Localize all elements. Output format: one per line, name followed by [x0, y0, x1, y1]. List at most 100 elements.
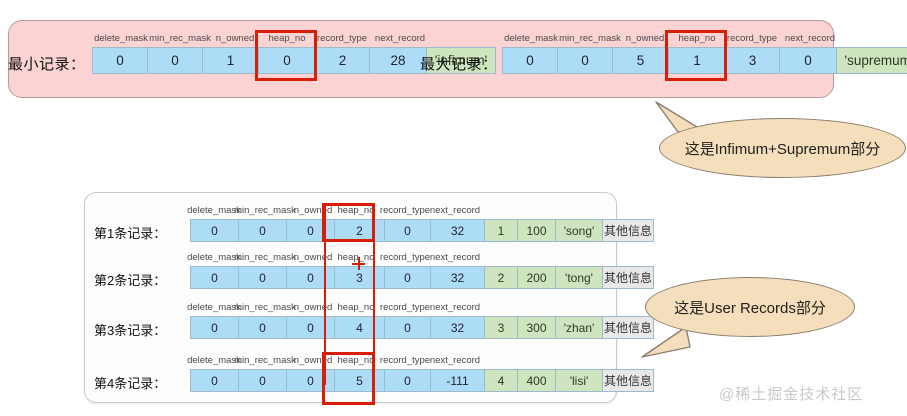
- header-delete-mask: delete_mask: [504, 33, 558, 44]
- header-min-rec-mask: min_rec_mask: [559, 33, 621, 44]
- cell-next-record: 32: [431, 220, 485, 241]
- header-heap-no: heap_no: [337, 302, 375, 313]
- record-1-label: 第1条记录：: [94, 226, 167, 241]
- header-next-record: next_record: [429, 252, 481, 263]
- header-heap-no: heap_no: [268, 33, 306, 44]
- cell-record-type: 0: [385, 317, 431, 338]
- cell-delete-mask: 0: [191, 370, 239, 391]
- header-heap-no: heap_no: [337, 205, 375, 216]
- cell-min-rec-mask: 0: [558, 48, 613, 73]
- header-heap-no: heap_no: [337, 252, 375, 263]
- cell-extra-info: 其他信息: [603, 220, 653, 241]
- header-min-rec-mask: min_rec_mask: [234, 355, 296, 366]
- cell-heap-no: 1: [669, 48, 726, 73]
- cell-delete-mask: 0: [503, 48, 558, 73]
- cell-record-type: 2: [316, 48, 370, 73]
- cell-col-1: 1: [485, 220, 518, 241]
- header-delete-mask: delete_mask: [94, 33, 148, 44]
- cell-n-owned: 5: [613, 48, 669, 73]
- cell-n-owned: 1: [203, 48, 259, 73]
- callout-user-records-text: 这是User Records部分: [674, 299, 826, 317]
- cell-col-1: 2: [485, 267, 518, 288]
- cell-min-rec-mask: 0: [239, 317, 287, 338]
- header-record-type: record_type: [379, 205, 431, 216]
- cell-n-owned: 0: [287, 220, 335, 241]
- cell-delete-mask: 0: [191, 267, 239, 288]
- cell-next-record: 32: [431, 317, 485, 338]
- header-n-owned: n_owned: [293, 355, 333, 366]
- header-next-record: next_record: [429, 302, 481, 313]
- cell-col-3: 'song': [556, 220, 603, 241]
- header-record-type: record_type: [726, 33, 778, 44]
- header-next-record: next_record: [429, 355, 481, 366]
- cell-col-2: 200: [518, 267, 556, 288]
- cell-extra-info: 其他信息: [603, 267, 653, 288]
- header-record-type: record_type: [379, 302, 431, 313]
- cell-delete-mask: 0: [191, 220, 239, 241]
- cell-col-3: 'zhan': [556, 317, 603, 338]
- header-n-owned: n_owned: [215, 33, 255, 44]
- cell-extra-info: 其他信息: [603, 370, 653, 391]
- record-4-label: 第4条记录：: [94, 376, 167, 391]
- header-next-record: next_record: [784, 33, 836, 44]
- cell-next-record: 0: [780, 48, 837, 73]
- header-delete-mask: delete_mask: [187, 355, 241, 366]
- record-2-cells: 0 0 0 3 0 32 2 200 'tong' 其他信息: [190, 266, 654, 289]
- header-delete-mask: delete_mask: [187, 252, 241, 263]
- cell-delete-mask: 0: [191, 317, 239, 338]
- cell-supremum-data: 'supremum': [837, 48, 907, 73]
- cell-heap-no: 5: [335, 370, 385, 391]
- header-delete-mask: delete_mask: [187, 205, 241, 216]
- header-min-rec-mask: min_rec_mask: [149, 33, 211, 44]
- record-4-cells: 0 0 0 5 0 -111 4 400 'lisi' 其他信息: [190, 369, 654, 392]
- header-heap-no: heap_no: [337, 355, 375, 366]
- callout-infimum-supremum: 这是Infimum+Supremum部分: [659, 118, 906, 178]
- cell-col-3: 'tong': [556, 267, 603, 288]
- header-delete-mask: delete_mask: [187, 302, 241, 313]
- cell-heap-no: 0: [259, 48, 316, 73]
- header-record-type: record_type: [379, 355, 431, 366]
- cell-extra-info: 其他信息: [603, 317, 653, 338]
- header-n-owned: n_owned: [293, 205, 333, 216]
- cell-col-2: 100: [518, 220, 556, 241]
- record-3-cells: 0 0 0 4 0 32 3 300 'zhan' 其他信息: [190, 316, 654, 339]
- cell-record-type: 0: [385, 370, 431, 391]
- cell-infimum-data: 'infimum': [427, 48, 495, 73]
- cell-min-rec-mask: 0: [239, 267, 287, 288]
- min-record-label: 最小记录：: [8, 56, 86, 73]
- cell-col-1: 3: [485, 317, 518, 338]
- cell-heap-no: 3: [335, 267, 385, 288]
- header-next-record: next_record: [429, 205, 481, 216]
- max-record-cells: 0 0 5 1 3 0 'supremum': [502, 47, 907, 74]
- cell-min-rec-mask: 0: [239, 370, 287, 391]
- cell-n-owned: 0: [287, 317, 335, 338]
- header-heap-no: heap_no: [678, 33, 716, 44]
- cell-col-2: 400: [518, 370, 556, 391]
- cell-col-1: 4: [485, 370, 518, 391]
- cell-col-3: 'lisi': [556, 370, 603, 391]
- watermark: @稀土掘金技术社区: [719, 386, 864, 403]
- header-record-type: record_type: [379, 252, 431, 263]
- header-min-rec-mask: min_rec_mask: [234, 205, 296, 216]
- min-record-cells: 0 0 1 0 2 28 'infimum': [92, 47, 496, 74]
- header-min-rec-mask: min_rec_mask: [234, 302, 296, 313]
- cell-next-record: -111: [431, 370, 485, 391]
- record-1-cells: 0 0 0 2 0 32 1 100 'song' 其他信息: [190, 219, 654, 242]
- cell-next-record: 28: [370, 48, 427, 73]
- cell-heap-no: 2: [335, 220, 385, 241]
- cell-next-record: 32: [431, 267, 485, 288]
- record-3-label: 第3条记录：: [94, 323, 167, 338]
- callout-infimum-supremum-text: 这是Infimum+Supremum部分: [684, 140, 881, 158]
- record-2-label: 第2条记录：: [94, 273, 167, 288]
- cell-min-rec-mask: 0: [239, 220, 287, 241]
- cell-heap-no: 4: [335, 317, 385, 338]
- header-n-owned: n_owned: [293, 302, 333, 313]
- cell-n-owned: 0: [287, 370, 335, 391]
- callout-user-records: 这是User Records部分: [645, 277, 855, 337]
- header-next-record: next_record: [374, 33, 426, 44]
- header-n-owned: n_owned: [625, 33, 665, 44]
- cell-record-type: 3: [726, 48, 780, 73]
- cell-n-owned: 0: [287, 267, 335, 288]
- header-n-owned: n_owned: [293, 252, 333, 263]
